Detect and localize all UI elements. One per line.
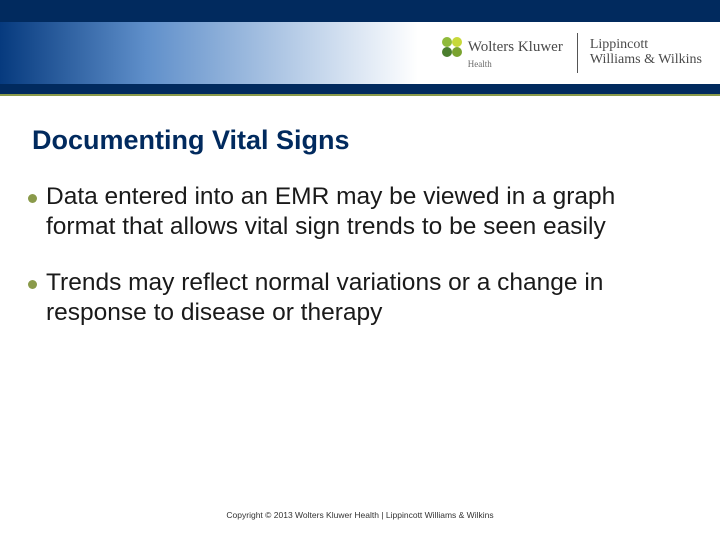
clover-quadrant — [442, 37, 452, 47]
header-underline — [0, 94, 720, 96]
copyright-footer: Copyright © 2013 Wolters Kluwer Health |… — [0, 510, 720, 520]
header-bottom-stripe — [0, 84, 720, 94]
brand-area: Wolters Kluwer Health Lippincott William… — [442, 22, 702, 84]
wk-brand-name: Wolters Kluwer — [468, 39, 563, 56]
clover-quadrant — [442, 47, 452, 57]
brand-divider — [577, 33, 578, 73]
header-top-stripe — [0, 0, 720, 22]
wk-logo-main: Wolters Kluwer — [442, 37, 563, 57]
wk-clover-icon — [442, 37, 462, 57]
list-item: Trends may reflect normal variations or … — [28, 268, 688, 328]
wk-brand-subtitle: Health — [468, 59, 492, 69]
bullet-text: Data entered into an EMR may be viewed i… — [46, 182, 688, 242]
slide-header: Wolters Kluwer Health Lippincott William… — [0, 0, 720, 94]
bullet-icon — [28, 280, 37, 289]
list-item: Data entered into an EMR may be viewed i… — [28, 182, 688, 242]
lippincott-logo: Lippincott Williams & Wilkins — [590, 38, 702, 67]
lww-line2: Williams & Wilkins — [590, 53, 702, 68]
wolters-kluwer-logo: Wolters Kluwer Health — [442, 37, 563, 69]
body-content: Data entered into an EMR may be viewed i… — [28, 182, 688, 354]
clover-quadrant — [452, 37, 462, 47]
bullet-text: Trends may reflect normal variations or … — [46, 268, 688, 328]
lww-line1: Lippincott — [590, 38, 648, 53]
header-gradient — [0, 22, 418, 84]
bullet-icon — [28, 194, 37, 203]
clover-quadrant — [452, 47, 462, 57]
page-title: Documenting Vital Signs — [32, 125, 350, 156]
slide-container: Wolters Kluwer Health Lippincott William… — [0, 0, 720, 540]
